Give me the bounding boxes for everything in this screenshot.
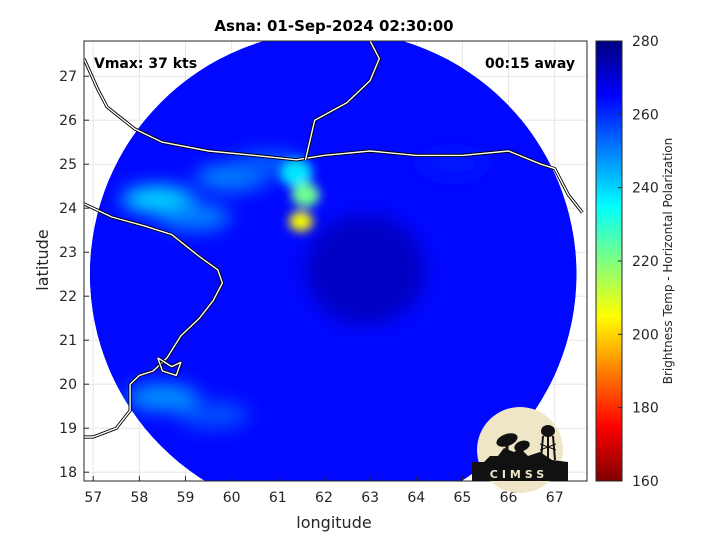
svg-text:CIMSS: CIMSS (490, 468, 548, 481)
swath-feature (158, 203, 231, 231)
swath-feature (417, 150, 490, 179)
colorbar-tick-label: 240 (632, 181, 659, 197)
y-axis: 18 19 20 21 22 23 24 25 26 27 (59, 69, 89, 481)
swath-feature (126, 383, 199, 412)
y-tick-label: 21 (59, 333, 77, 349)
plot-area: 57 58 59 60 61 62 63 64 65 66 67 18 19 20 21 22 23 24 25 2… (59, 40, 588, 506)
y-tick-label: 24 (59, 201, 77, 217)
y-tick-label: 25 (59, 157, 77, 173)
swath-feature (288, 211, 313, 232)
swath-feature (291, 183, 320, 207)
y-tick-label: 26 (59, 113, 77, 129)
coastline (84, 203, 224, 438)
colorbar-tick-label: 280 (632, 34, 659, 50)
colorbar-gradient (595, 40, 623, 482)
coastline (157, 357, 182, 377)
cimss-logo: CIMSS (472, 407, 568, 493)
colorbar-label: Brightness Temp - Horizontal Polarizatio… (661, 138, 675, 385)
colorbar: 160 180 200 220 240 260 280 Brightness Temp - … (595, 34, 675, 490)
chart-title: Asna: 01-Sep-2024 02:30:00 (214, 17, 453, 35)
y-axis-label: latitude (33, 229, 52, 290)
plot-frame (83, 40, 588, 482)
y-tick-label: 19 (59, 421, 77, 437)
x-tick-label: 66 (500, 490, 518, 506)
y-tick-label: 18 (59, 465, 77, 481)
x-axis-label: longitude (296, 513, 371, 532)
coastline (84, 58, 583, 214)
vmax-annotation: Vmax: 37 kts (94, 56, 197, 72)
x-tick-label: 61 (269, 490, 287, 506)
x-tick-label: 58 (130, 490, 148, 506)
x-tick-label: 59 (177, 490, 195, 506)
x-tick-label: 57 (84, 490, 102, 506)
coastline (304, 41, 380, 160)
time-offset-annotation: 00:15 away (485, 56, 575, 72)
coastlines (84, 41, 584, 439)
x-tick-label: 62 (315, 490, 333, 506)
y-tick-label: 23 (59, 245, 77, 261)
x-tick-label: 60 (223, 490, 241, 506)
y-tick-label: 20 (59, 377, 77, 393)
colorbar-tick-label: 180 (632, 401, 659, 417)
colorbar-tick-label: 200 (632, 327, 659, 343)
colorbar-ticks: 160 180 200 220 240 260 280 (618, 34, 659, 490)
swath-feature (305, 214, 426, 325)
y-tick-label: 27 (59, 69, 77, 85)
x-tick-label: 63 (361, 490, 379, 506)
colorbar-tick-label: 220 (632, 254, 659, 270)
colorbar-tick-label: 160 (632, 474, 659, 490)
x-axis: 57 58 59 60 61 62 63 64 65 66 67 (84, 476, 564, 506)
x-tick-label: 64 (407, 490, 425, 506)
x-tick-label: 65 (453, 490, 471, 506)
swath-feature (280, 159, 313, 187)
y-tick-label: 22 (59, 289, 77, 305)
colorbar-tick-label: 260 (632, 107, 659, 123)
x-tick-label: 67 (546, 490, 564, 506)
swath-feature (177, 401, 250, 429)
